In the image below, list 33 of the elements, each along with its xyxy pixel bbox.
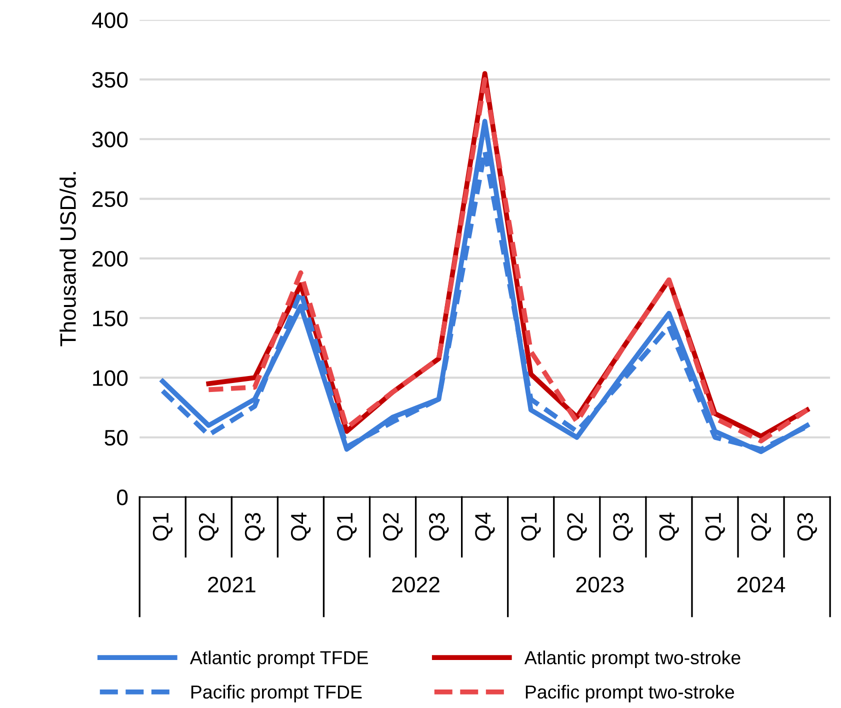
y-tick-label: 200 [92,250,128,267]
x-tick-label: Q4 [290,512,311,541]
x-tick-label: Q1 [152,513,173,541]
x-tick-label: Q3 [429,512,449,541]
y-tick-label: 400 [92,12,128,28]
x-tick-label: Q4 [659,512,679,541]
y-tick-label: 350 [92,72,128,88]
y-tick-label: 300 [92,132,128,148]
y-tick-label: 100 [93,370,128,386]
y-tick-label: 50 [104,430,128,446]
text: 2024 [737,576,786,592]
y-tick-label: 250 [92,191,128,208]
text: 2021 [208,576,256,592]
x-tick-label: Q3 [244,512,265,541]
x-tick-label: Q2 [751,513,771,541]
x-tick-label: Q3 [797,512,817,541]
x-tick-label: Q1 [336,513,357,541]
y-tick-label: 0 [117,490,128,506]
legend-label: Pacific prompt two-stroke [526,684,734,702]
x-tick-label: Q4 [475,512,495,541]
y-tick-label: 150 [93,310,128,326]
x-tick-label: Q2 [198,513,219,541]
legend-label: Pacific prompt TFDE [191,684,362,702]
legend-label: Atlantic prompt two-stroke [524,650,740,668]
text: 2022 [392,576,440,592]
x-tick-label: Q1 [521,513,541,541]
x-tick-label: Q3 [613,512,633,541]
legend-label: Atlantic prompt TFDE [190,650,368,668]
text: 2023 [576,576,624,592]
x-tick-label: Q2 [567,513,587,541]
x-tick-label: Q1 [705,513,725,541]
y-axis-title: Thousand USD/d. [60,172,76,346]
x-tick-label: Q2 [383,513,403,541]
